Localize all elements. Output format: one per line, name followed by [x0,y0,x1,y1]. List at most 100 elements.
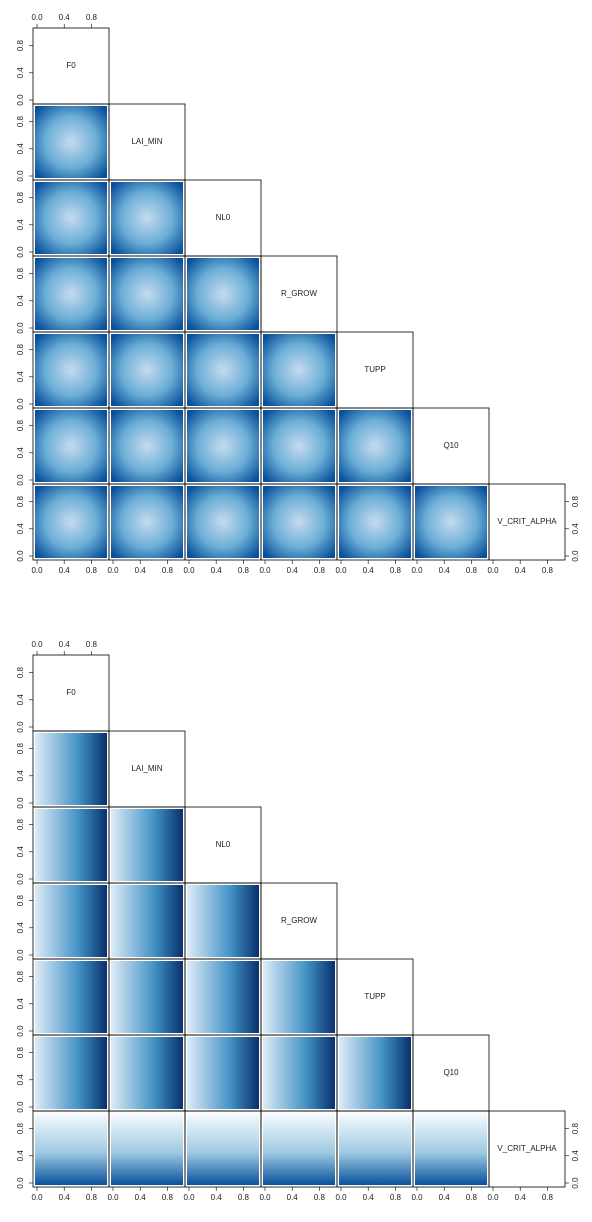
density-panel [187,885,259,957]
y-tick-label: 0.0 [16,246,25,258]
y-tick-label: 0.8 [16,419,25,431]
x-tick-label: 0.0 [411,566,423,575]
x-tick-label: 0.8 [466,1193,478,1202]
y-tick-label: 0.0 [16,797,25,809]
density-panel [35,106,107,178]
y-tick-label: 0.4 [16,922,25,934]
variable-label: TUPP [364,992,385,1001]
x-tick-label: 0.4 [439,566,451,575]
density-panel [187,961,259,1033]
y-tick-label: 0.8 [16,495,25,507]
density-panel [339,1113,411,1185]
y-tick-label: 0.8 [16,970,25,982]
x-tick-label: 0.8 [542,1193,554,1202]
x-tick-label: 0.0 [107,566,119,575]
variable-label: V_CRIT_ALPHA [497,1144,557,1153]
x-tick-label: 0.0 [487,1193,499,1202]
y-tick-label: 0.4 [16,219,25,231]
y-tick-label: 0.8 [16,1122,25,1134]
density-panel [263,1113,335,1185]
density-panel [187,486,259,558]
x-tick-label: 0.0 [259,1193,271,1202]
x-tick-label: 0.8 [238,566,250,575]
density-panel [339,486,411,558]
variable-label: LAI_MIN [131,764,162,773]
x-tick-label: 0.0 [107,1193,119,1202]
x-tick-label: 0.8 [162,1193,174,1202]
x-tick-label: 0.0 [335,1193,347,1202]
y-tick-label: 0.4 [16,1074,25,1086]
density-panel [263,410,335,482]
variable-label: NL0 [216,213,231,222]
density-panel [111,809,183,881]
y-tick-label: 0.8 [16,742,25,754]
density-panel [111,486,183,558]
y-tick-label: 0.0 [16,721,25,733]
density-panel [263,961,335,1033]
density-panel [111,334,183,406]
density-panel [187,1113,259,1185]
x-tick-label: 0.8 [86,13,98,22]
x-tick-label: 0.8 [314,1193,326,1202]
y-tick-label: 0.4 [16,143,25,155]
density-panel [187,334,259,406]
density-panel [187,258,259,330]
x-tick-label: 0.0 [31,566,43,575]
x-tick-label: 0.0 [31,13,43,22]
y-tick-label: 0.8 [16,39,25,51]
y-tick-label: 0.8 [16,191,25,203]
y-tick-label: 0.0 [16,170,25,182]
panel-frame [488,1110,566,1188]
density-panel [111,961,183,1033]
density-panel [35,334,107,406]
density-panel [263,486,335,558]
variable-label: R_GROW [281,916,317,925]
x-tick-label: 0.0 [487,566,499,575]
x-tick-label: 0.4 [363,566,375,575]
y-tick-label: 0.8 [16,894,25,906]
y-tick-label: 0.8 [16,666,25,678]
x-tick-label: 0.4 [211,1193,223,1202]
y-tick-label: 0.8 [571,1122,580,1134]
x-tick-label: 0.8 [542,566,554,575]
x-tick-label: 0.8 [86,1193,98,1202]
x-tick-label: 0.4 [211,566,223,575]
density-panel [111,885,183,957]
density-panel [35,1037,107,1109]
y-tick-label: 0.4 [16,295,25,307]
x-tick-label: 0.0 [259,566,271,575]
variable-label: V_CRIT_ALPHA [497,517,557,526]
x-tick-label: 0.8 [390,566,402,575]
density-panel [111,182,183,254]
y-tick-label: 0.4 [16,846,25,858]
density-panel [339,410,411,482]
variable-label: NL0 [216,840,231,849]
y-tick-label: 0.4 [16,770,25,782]
density-panel [111,1113,183,1185]
x-tick-label: 0.4 [59,566,71,575]
x-tick-label: 0.0 [31,1193,43,1202]
density-panel [111,258,183,330]
y-tick-label: 0.0 [16,398,25,410]
x-tick-label: 0.4 [59,640,71,649]
density-panel [415,486,487,558]
y-tick-label: 0.4 [571,523,580,535]
variable-label: F0 [66,688,76,697]
y-tick-label: 0.8 [16,343,25,355]
y-tick-label: 0.8 [16,818,25,830]
density-panel [35,1113,107,1185]
y-tick-label: 0.4 [16,67,25,79]
density-panel [339,1037,411,1109]
y-tick-label: 0.8 [16,115,25,127]
density-panel [263,334,335,406]
x-tick-label: 0.0 [335,566,347,575]
density-panel [35,961,107,1033]
y-tick-label: 0.0 [571,550,580,562]
density-panel [111,410,183,482]
y-tick-label: 0.8 [16,1046,25,1058]
y-tick-label: 0.4 [571,1150,580,1162]
y-tick-label: 0.0 [16,949,25,961]
x-tick-label: 0.0 [183,566,195,575]
x-tick-label: 0.0 [183,1193,195,1202]
